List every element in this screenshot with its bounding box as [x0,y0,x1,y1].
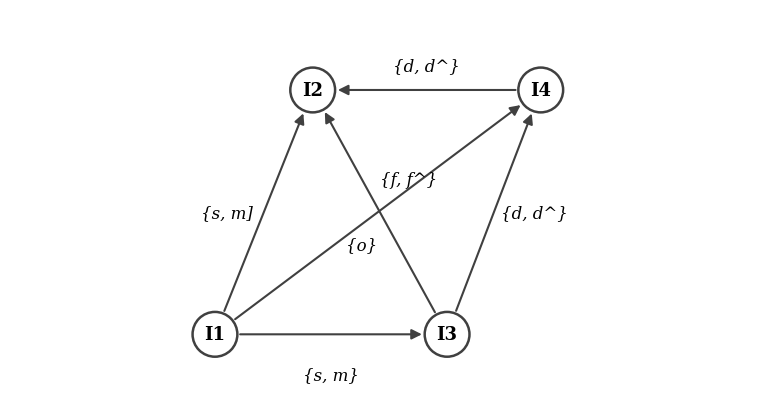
Circle shape [192,312,237,357]
Text: {f, f^}: {f, f^} [380,172,437,189]
Text: I4: I4 [530,82,551,100]
Circle shape [425,312,469,357]
Text: {o}: {o} [346,237,378,254]
Text: {d, d^}: {d, d^} [501,204,568,221]
Text: I1: I1 [205,326,225,344]
Text: I3: I3 [437,326,458,344]
Text: I2: I2 [302,82,323,100]
Circle shape [518,68,563,113]
Text: {s, m]: {s, m] [201,204,253,221]
Text: {d, d^}: {d, d^} [393,58,460,75]
Circle shape [290,68,335,113]
Text: {s, m}: {s, m} [303,366,359,384]
